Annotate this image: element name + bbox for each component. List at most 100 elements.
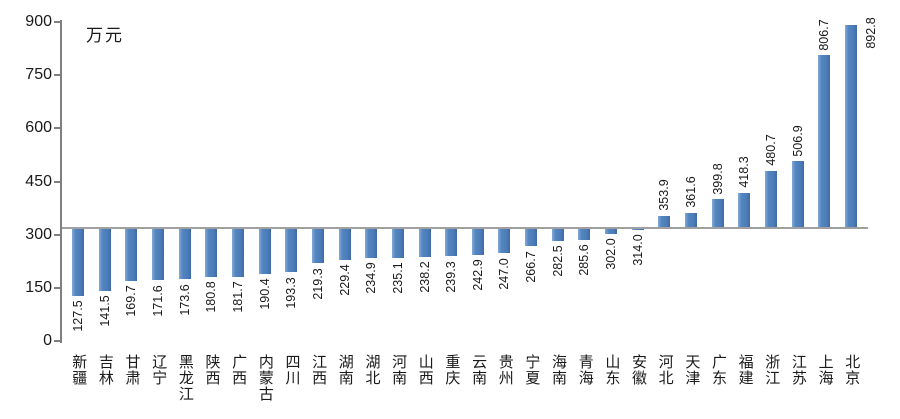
bar — [231, 228, 244, 277]
axis-crossing-line — [62, 227, 868, 230]
value-label: 399.8 — [710, 163, 725, 195]
y-axis-line — [60, 20, 62, 343]
bar — [738, 192, 751, 229]
value-label: 285.6 — [577, 244, 592, 276]
value-label: 892.8 — [863, 16, 878, 49]
category-label: 北京 — [843, 354, 860, 386]
y-axis-tick-label: 900 — [25, 13, 52, 30]
bar — [818, 55, 831, 229]
bar — [605, 228, 618, 234]
category-label: 山东 — [603, 354, 620, 386]
value-label: 282.5 — [550, 245, 565, 277]
category-label: 湖南 — [336, 354, 353, 386]
value-label: 127.5 — [71, 300, 85, 332]
category-label: 湖北 — [363, 354, 380, 386]
y-axis-tick-mark — [54, 233, 60, 236]
bar — [125, 228, 138, 281]
value-label: 181.7 — [230, 281, 245, 313]
bar — [178, 228, 191, 280]
bar — [418, 228, 431, 257]
bar — [205, 228, 218, 277]
bar — [391, 228, 404, 258]
value-label: 193.3 — [284, 277, 299, 309]
bar — [72, 228, 84, 296]
value-label: 141.5 — [97, 295, 112, 327]
value-label: 266.7 — [524, 251, 539, 283]
bar — [258, 228, 271, 274]
bar — [445, 228, 458, 257]
value-label: 173.6 — [177, 284, 192, 316]
bar — [551, 228, 564, 241]
bar — [498, 228, 511, 254]
bar — [471, 228, 484, 255]
category-label: 重庆 — [443, 354, 460, 386]
bar — [578, 228, 591, 240]
bar — [151, 228, 164, 281]
category-label: 陕西 — [203, 354, 220, 386]
category-label: 海南 — [550, 354, 567, 386]
category-label: 浙江 — [763, 354, 780, 386]
value-label: 806.7 — [817, 18, 832, 51]
value-label: 480.7 — [764, 134, 779, 166]
value-label: 302.0 — [604, 238, 619, 271]
value-label: 235.1 — [390, 262, 405, 294]
value-label: 314.0 — [630, 234, 645, 266]
y-axis-tick-mark — [54, 74, 60, 77]
value-label: 361.6 — [684, 176, 699, 208]
bar — [338, 228, 351, 260]
bar — [685, 212, 698, 229]
bar — [791, 161, 804, 229]
category-label: 四川 — [283, 354, 300, 386]
category-label: 黑龙江 — [176, 354, 193, 402]
category-label: 安徽 — [630, 354, 646, 386]
value-label: 234.9 — [364, 262, 379, 294]
bar — [98, 228, 111, 291]
category-label: 青海 — [576, 354, 593, 386]
bar — [844, 24, 857, 229]
bar — [525, 228, 538, 247]
y-axis-tick-label: 300 — [25, 225, 52, 243]
bar — [711, 199, 724, 229]
category-label: 宁夏 — [523, 354, 540, 386]
bar — [365, 228, 378, 258]
y-axis-tick-mark — [54, 180, 60, 183]
y-axis-tick-label: 450 — [25, 172, 52, 190]
category-label: 辽宁 — [150, 354, 167, 386]
y-axis-tick-mark — [54, 286, 60, 289]
category-label: 江苏 — [789, 354, 806, 386]
category-label: 广东 — [709, 354, 726, 386]
category-label: 江西 — [310, 354, 327, 386]
category-label: 吉林 — [96, 354, 113, 386]
y-axis-unit-label: 万元 — [86, 26, 124, 45]
category-label: 甘肃 — [123, 354, 140, 386]
bar — [285, 228, 298, 273]
category-label: 新疆 — [70, 354, 87, 386]
category-label: 福建 — [736, 354, 753, 386]
bar — [311, 228, 324, 264]
category-label: 河北 — [656, 354, 673, 386]
y-axis-tick-mark — [54, 21, 60, 23]
y-axis-tick-label: 600 — [25, 119, 52, 137]
category-label: 云南 — [470, 354, 487, 386]
value-label: 506.9 — [790, 125, 805, 157]
y-axis-tick-label: 750 — [25, 66, 52, 84]
bar — [765, 170, 778, 229]
value-label: 169.7 — [124, 285, 139, 317]
category-label: 广西 — [230, 354, 247, 386]
bar — [658, 215, 671, 229]
category-label: 贵州 — [496, 354, 513, 386]
value-label: 247.0 — [497, 258, 512, 290]
category-label: 河南 — [390, 354, 407, 386]
y-axis-tick-label: 150 — [25, 278, 52, 296]
value-label: 229.4 — [337, 264, 352, 296]
value-label: 180.8 — [204, 281, 219, 314]
value-label: 238.2 — [417, 261, 432, 293]
value-label: 353.9 — [657, 179, 672, 211]
category-label: 上海 — [816, 354, 833, 386]
category-label: 内蒙古 — [256, 354, 273, 402]
y-axis-tick-mark — [54, 340, 60, 342]
value-label: 219.3 — [310, 268, 325, 300]
category-label: 山西 — [416, 354, 433, 386]
value-label: 242.9 — [470, 259, 485, 292]
